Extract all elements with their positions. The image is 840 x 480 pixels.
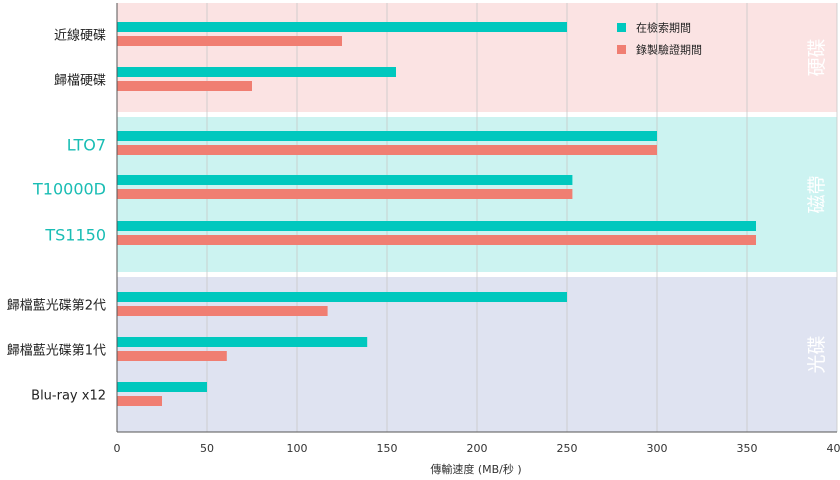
x-axis-title: 傳輸速度 (MB/秒 ) [430, 462, 521, 476]
legend-swatch [617, 45, 626, 54]
category-label: 歸檔藍光碟第1代 [7, 344, 106, 359]
bar-retrieval-2-1 [117, 337, 368, 347]
bar-retrieval-1-1 [117, 175, 573, 185]
bar-verify-0-1 [117, 81, 252, 91]
group-label-2: 磁帶 [806, 175, 828, 213]
x-tick-label: 250 [557, 442, 578, 455]
bar-retrieval-1-2 [117, 221, 756, 231]
bar-verify-2-2 [117, 396, 162, 406]
bar-retrieval-0-0 [117, 22, 567, 32]
bar-retrieval-1-0 [117, 131, 657, 141]
group-label-3: 光碟 [806, 335, 828, 373]
bar-retrieval-0-1 [117, 67, 396, 77]
bar-verify-1-2 [117, 235, 756, 245]
category-label: LTO7 [67, 136, 106, 155]
category-label: T10000D [32, 180, 106, 199]
bar-verify-1-0 [117, 145, 657, 155]
x-tick-label: 150 [377, 442, 398, 455]
category-label: Blu-ray x12 [31, 389, 106, 404]
legend-label: 錄製驗證期間 [636, 43, 702, 57]
category-label: 歸檔硬碟 [54, 74, 106, 89]
legend-swatch [617, 23, 626, 32]
bar-retrieval-2-2 [117, 382, 207, 392]
group-label-1: 硬碟 [806, 38, 828, 76]
legend-label: 在檢索期間 [636, 21, 691, 35]
x-tick-label: 50 [200, 442, 214, 455]
x-tick-label: 200 [467, 442, 488, 455]
bar-verify-0-0 [117, 36, 342, 46]
x-tick-label: 400 [827, 442, 840, 455]
bar-verify-1-1 [117, 189, 573, 199]
category-label: 近線硬碟 [54, 28, 106, 44]
bar-verify-2-0 [117, 306, 328, 316]
bar-retrieval-2-0 [117, 292, 567, 302]
x-tick-label: 300 [647, 442, 668, 455]
x-tick-label: 100 [287, 442, 308, 455]
bar-verify-2-1 [117, 351, 227, 361]
x-tick-label: 0 [114, 442, 121, 455]
category-label: TS1150 [44, 226, 106, 245]
category-label: 歸檔藍光碟第2代 [7, 299, 106, 314]
x-tick-label: 350 [737, 442, 758, 455]
